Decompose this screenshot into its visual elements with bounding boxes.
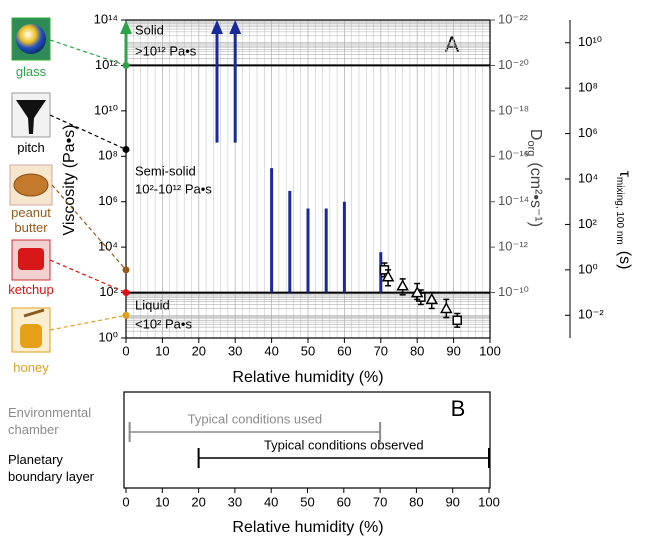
x-tick-label: 100 xyxy=(479,343,501,358)
y-tick-label: 10⁰ xyxy=(98,329,118,344)
y3-axis-title: τmixing, 100 nm (s) xyxy=(614,171,632,270)
y-tick-label: 10⁶ xyxy=(98,193,118,208)
ketchup-bottle xyxy=(18,248,44,270)
phase-range: 10²-10¹² Pa•s xyxy=(135,181,212,196)
y3-tick-label: 10⁻² xyxy=(578,307,604,322)
x-tick-label: 80 xyxy=(409,494,423,509)
y-tick-label: 10⁸ xyxy=(98,148,118,163)
triangle-marker xyxy=(410,286,424,298)
x-tick-label: 80 xyxy=(410,343,424,358)
phase-name: Solid xyxy=(135,22,164,37)
material-label: pitch xyxy=(17,140,45,155)
material-point xyxy=(122,61,130,69)
x-tick-label: 90 xyxy=(446,343,460,358)
phase-range: >10¹² Pa•s xyxy=(135,43,197,58)
plot-frame xyxy=(125,19,491,339)
y3-tick-label: 10² xyxy=(578,216,597,231)
phase-name: Semi-solid xyxy=(135,163,196,178)
x-axis-title-b: Relative humidity (%) xyxy=(232,519,383,536)
leader-line xyxy=(49,259,127,294)
x-tick-label: 70 xyxy=(373,494,387,509)
y-axis-title: Viscosity (Pa•s) xyxy=(61,124,78,235)
triangle-marker xyxy=(425,292,439,305)
x-tick-label: 50 xyxy=(300,494,314,509)
row-name: Environmental chamber xyxy=(8,405,92,437)
x-tick-label: 20 xyxy=(191,494,205,509)
material-point xyxy=(122,145,130,153)
arrow-head xyxy=(211,20,223,34)
material-point xyxy=(122,266,130,274)
pitch-funnel xyxy=(16,100,46,134)
peanut-butter xyxy=(13,173,49,197)
x-tick-label: 60 xyxy=(337,343,351,358)
leader-line xyxy=(49,314,127,331)
material-point xyxy=(122,289,130,297)
y3-tick-label: 10⁰ xyxy=(578,261,598,276)
x-tick-label: 20 xyxy=(192,343,206,358)
arrow-head xyxy=(120,20,132,34)
leader-line xyxy=(51,184,127,271)
x-tick-label: 70 xyxy=(374,343,388,358)
x-tick-label: 40 xyxy=(264,343,278,358)
y2-tick-label: 10⁻¹⁸ xyxy=(498,102,529,117)
material-point xyxy=(122,311,130,319)
honey-jar xyxy=(20,324,42,348)
x-tick-label: 10 xyxy=(155,343,169,358)
triangle-marker xyxy=(440,301,453,314)
x-tick-label: 60 xyxy=(337,494,351,509)
y3-subscript: mixing, 100 nm xyxy=(614,177,625,245)
x-tick-label: 10 xyxy=(155,494,169,509)
arrow-head xyxy=(229,20,242,34)
y2-unit: (cm²•s⁻¹) xyxy=(527,162,544,227)
panel-label: A xyxy=(445,32,460,57)
x-tick-label: 30 xyxy=(228,343,242,358)
leader-line xyxy=(49,39,127,66)
y3-tick-label: 10⁶ xyxy=(578,125,598,140)
y3-unit: (s) xyxy=(616,251,633,270)
material-label: ketchup xyxy=(8,282,54,297)
y-tick-label: 10⁴ xyxy=(98,239,118,254)
x-tick-label: 90 xyxy=(445,494,459,509)
x-tick-label: 0 xyxy=(122,494,129,509)
y2-tick-label: 10⁻¹⁰ xyxy=(498,284,529,299)
y2-tick-label: 10⁻²² xyxy=(498,11,529,26)
square-marker xyxy=(452,315,462,326)
triangle-marker xyxy=(396,279,409,291)
x-tick-label: 100 xyxy=(478,494,500,509)
y-tick-label: 10¹⁰ xyxy=(94,102,118,117)
y-tick-label: 10² xyxy=(99,284,118,299)
panel-label-b: B xyxy=(451,396,466,421)
y2-axis-title: Dorg (cm²•s⁻¹) xyxy=(525,129,544,227)
honey-dipper xyxy=(23,308,45,318)
y3-tick-label: 10⁴ xyxy=(578,170,598,185)
triangle-marker xyxy=(381,270,395,282)
phase-range: <10² Pa•s xyxy=(135,316,192,331)
y2-symbol: D xyxy=(527,129,544,141)
y2-tick-label: 10⁻¹⁴ xyxy=(498,193,529,208)
y2-tick-label: 10⁻¹² xyxy=(498,239,529,254)
phase-name: Liquid xyxy=(135,297,170,312)
y2-tick-label: 10⁻¹⁶ xyxy=(498,148,529,163)
span-label: Typical conditions observed xyxy=(264,437,424,452)
y2-subscript: org xyxy=(525,140,537,156)
x-tick-label: 50 xyxy=(301,343,315,358)
y3-tick-label: 10¹⁰ xyxy=(578,34,602,49)
span-label: Typical conditions used xyxy=(188,411,322,426)
x-tick-label: 0 xyxy=(122,343,129,358)
row-name: Planetary boundary layer xyxy=(8,452,94,484)
x-tick-label: 30 xyxy=(228,494,242,509)
x-axis-title: Relative humidity (%) xyxy=(232,369,383,386)
y3-symbol: τ xyxy=(616,171,633,178)
glass-marble xyxy=(16,24,46,54)
y2-tick-label: 10⁻²⁰ xyxy=(498,57,529,72)
material-label: honey xyxy=(13,360,49,375)
material-label: peanut butter xyxy=(11,205,51,235)
x-tick-label: 40 xyxy=(264,494,278,509)
material-label: glass xyxy=(15,64,47,79)
y3-tick-label: 10⁸ xyxy=(578,80,598,95)
y-tick-label: 10¹⁴ xyxy=(94,11,118,26)
material-icons xyxy=(9,17,53,353)
